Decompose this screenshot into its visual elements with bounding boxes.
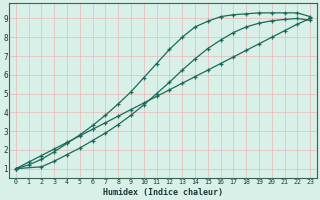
X-axis label: Humidex (Indice chaleur): Humidex (Indice chaleur) [103, 188, 223, 197]
